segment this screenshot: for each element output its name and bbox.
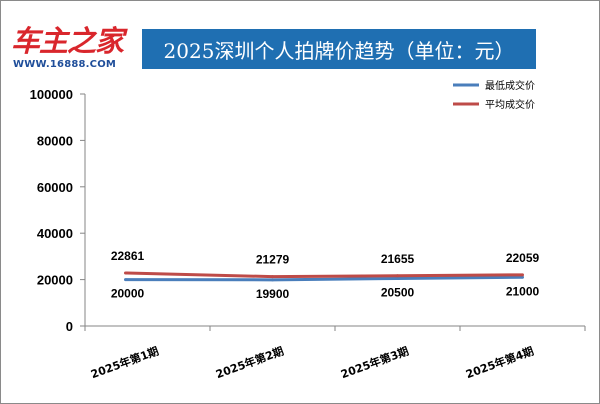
chart-title: 2025深圳个人拍牌价趋势（单位：元） [163, 38, 515, 63]
data-labels: 20000 19900 20500 21000 22861 21279 21655 22059 [111, 249, 540, 301]
data-point [396, 276, 399, 280]
title-banner: 2025深圳个人拍牌价趋势（单位：元） [142, 29, 536, 69]
logo-text: 车主之家 [11, 24, 124, 58]
x-tick-label: 2025年第4期 [464, 344, 536, 382]
data-point [521, 273, 524, 277]
legend-label-2: 平均成交价 [485, 98, 535, 111]
x-tick-label: 2025年第1期 [89, 344, 161, 382]
data-point [396, 274, 399, 278]
y-tick-label: 20000 [37, 273, 73, 288]
y-tick-label: 40000 [37, 226, 73, 241]
data-point [124, 271, 127, 275]
data-point [521, 275, 524, 279]
data-label: 20000 [111, 287, 145, 301]
chart-axes: 0 20000 40000 60000 80000 100000 2025年第1期 2025年… [30, 87, 586, 382]
data-label: 22059 [506, 251, 540, 265]
y-tick-label: 100000 [30, 87, 73, 102]
x-tick-label: 2025年第3期 [339, 344, 411, 382]
data-label: 20500 [381, 285, 415, 299]
data-point [271, 278, 274, 282]
series-line-2 [125, 271, 523, 279]
series-line-1 [125, 275, 523, 282]
site-logo[interactable]: 车主之家 WWW.16888.COM [11, 23, 141, 73]
data-label: 19900 [256, 287, 290, 301]
data-label: 21000 [506, 284, 540, 298]
data-label: 21279 [256, 253, 290, 267]
legend-label-1: 最低成交价 [485, 79, 535, 92]
y-tick-label: 0 [66, 319, 73, 334]
data-point [124, 278, 127, 282]
series-layer [124, 271, 524, 282]
logo-url: WWW.16888.COM [13, 59, 117, 70]
data-point [271, 275, 274, 279]
x-tick-label: 2025年第2期 [214, 344, 286, 382]
data-label: 21655 [381, 252, 415, 266]
y-tick-label: 80000 [37, 133, 73, 148]
data-label: 22861 [111, 249, 145, 263]
y-tick-label: 60000 [37, 180, 73, 195]
